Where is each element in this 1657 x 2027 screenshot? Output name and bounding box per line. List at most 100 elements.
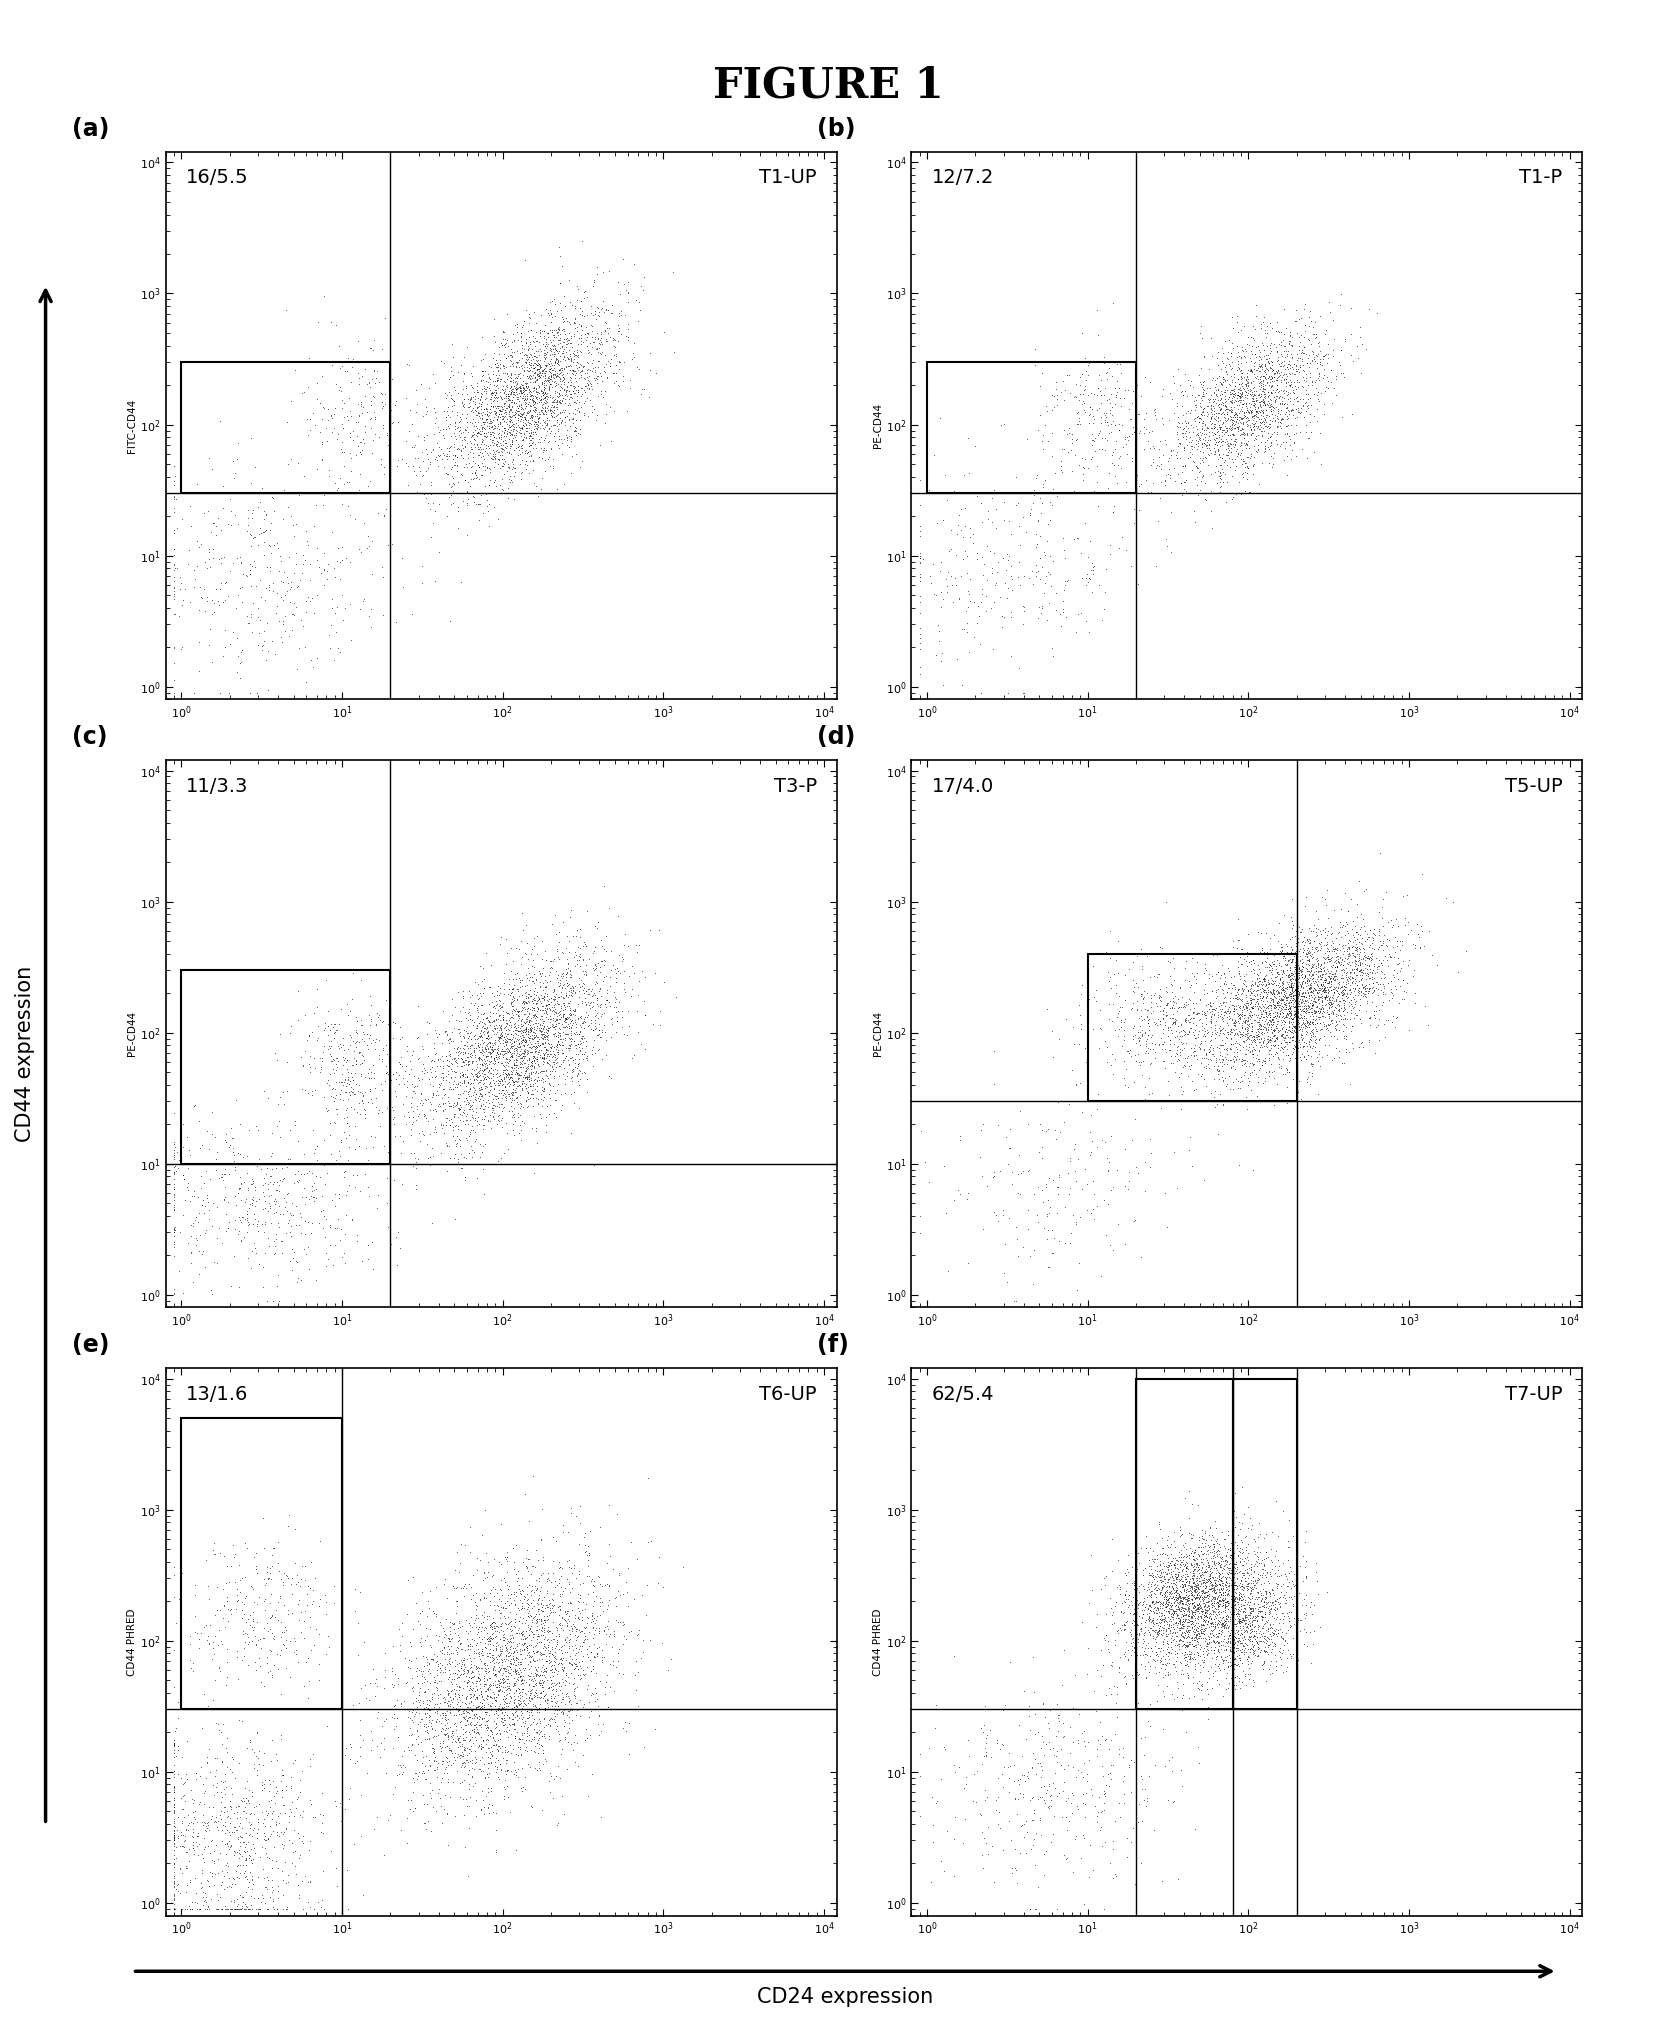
Point [297, 1788, 323, 1820]
Point [479, 1790, 505, 1822]
Point [331, 355, 358, 387]
Point [1170, 989, 1196, 1022]
Point [1208, 1003, 1234, 1036]
Point [490, 1050, 517, 1082]
Point [567, 1028, 593, 1060]
Point [495, 1003, 522, 1036]
Point [1210, 363, 1236, 395]
Point [290, 1605, 316, 1638]
Point [989, 1834, 1016, 1867]
Point [582, 365, 608, 397]
Point [476, 1719, 502, 1751]
Point [1029, 1115, 1056, 1147]
Point [1157, 1011, 1183, 1044]
Point [1304, 957, 1331, 989]
Point [484, 1670, 510, 1703]
Point [323, 1048, 350, 1080]
Point [1122, 1597, 1148, 1630]
Point [1135, 1018, 1162, 1050]
Point [1213, 1549, 1239, 1581]
Point [1365, 918, 1392, 951]
Point [219, 1121, 245, 1153]
Point [492, 1622, 519, 1654]
Point [1191, 1605, 1218, 1638]
Point [593, 322, 620, 355]
Point [1173, 1559, 1200, 1591]
Point [225, 1583, 252, 1616]
Point [250, 1192, 277, 1224]
Point [578, 1599, 605, 1632]
Point [1157, 1591, 1183, 1624]
Point [1334, 930, 1360, 963]
Point [194, 1115, 220, 1147]
Point [1188, 1616, 1215, 1648]
Point [1004, 1782, 1031, 1814]
Point [978, 535, 1004, 568]
Point [1104, 365, 1130, 397]
Point [547, 965, 573, 997]
Point [492, 1646, 519, 1678]
Point [1191, 1016, 1218, 1048]
Point [469, 1733, 495, 1766]
Point [418, 1044, 444, 1076]
Point [457, 1672, 484, 1705]
Point [562, 1632, 588, 1664]
Point [514, 1072, 540, 1105]
Point [539, 399, 565, 432]
Point [500, 1532, 527, 1565]
Point [553, 977, 580, 1009]
Point [293, 1182, 320, 1214]
Point [1102, 409, 1128, 442]
Point [510, 1058, 537, 1091]
Point [1258, 1003, 1284, 1036]
Point [1344, 932, 1370, 965]
Point [519, 345, 545, 377]
Point [1284, 1007, 1311, 1040]
Point [1249, 1573, 1276, 1605]
Point [489, 1074, 515, 1107]
Point [1223, 385, 1249, 418]
Point [529, 1042, 555, 1074]
Point [1258, 369, 1284, 401]
Point [548, 1634, 575, 1666]
Point [1271, 1032, 1297, 1064]
Point [573, 1638, 600, 1670]
Point [1302, 363, 1329, 395]
Point [1231, 1605, 1258, 1638]
Point [1284, 1597, 1311, 1630]
Point [537, 1088, 563, 1121]
Point [1168, 1571, 1195, 1603]
Point [1239, 1603, 1266, 1636]
Point [522, 1022, 548, 1054]
Point [429, 420, 456, 452]
Point [454, 1014, 481, 1046]
Point [524, 387, 550, 420]
Point [1173, 1630, 1200, 1662]
Point [1206, 409, 1233, 442]
Point [1011, 677, 1037, 709]
Point [1249, 1589, 1276, 1622]
Point [512, 1060, 539, 1093]
Point [560, 973, 587, 1005]
Point [1084, 420, 1110, 452]
Point [358, 1056, 384, 1088]
Point [553, 943, 580, 975]
Point [512, 1052, 539, 1084]
Point [562, 1009, 588, 1042]
Point [379, 1005, 406, 1038]
Point [529, 1064, 555, 1097]
Point [527, 314, 553, 347]
Point [515, 997, 542, 1030]
Point [1332, 993, 1359, 1026]
Point [1231, 1048, 1258, 1080]
Point [1274, 981, 1301, 1014]
Point [1193, 1567, 1220, 1599]
Point [1127, 1640, 1153, 1672]
Point [210, 586, 237, 618]
Point [169, 1804, 196, 1836]
Point [257, 1190, 283, 1222]
Point [383, 385, 409, 418]
Point [1263, 418, 1289, 450]
Point [499, 1076, 525, 1109]
Point [1379, 965, 1405, 997]
